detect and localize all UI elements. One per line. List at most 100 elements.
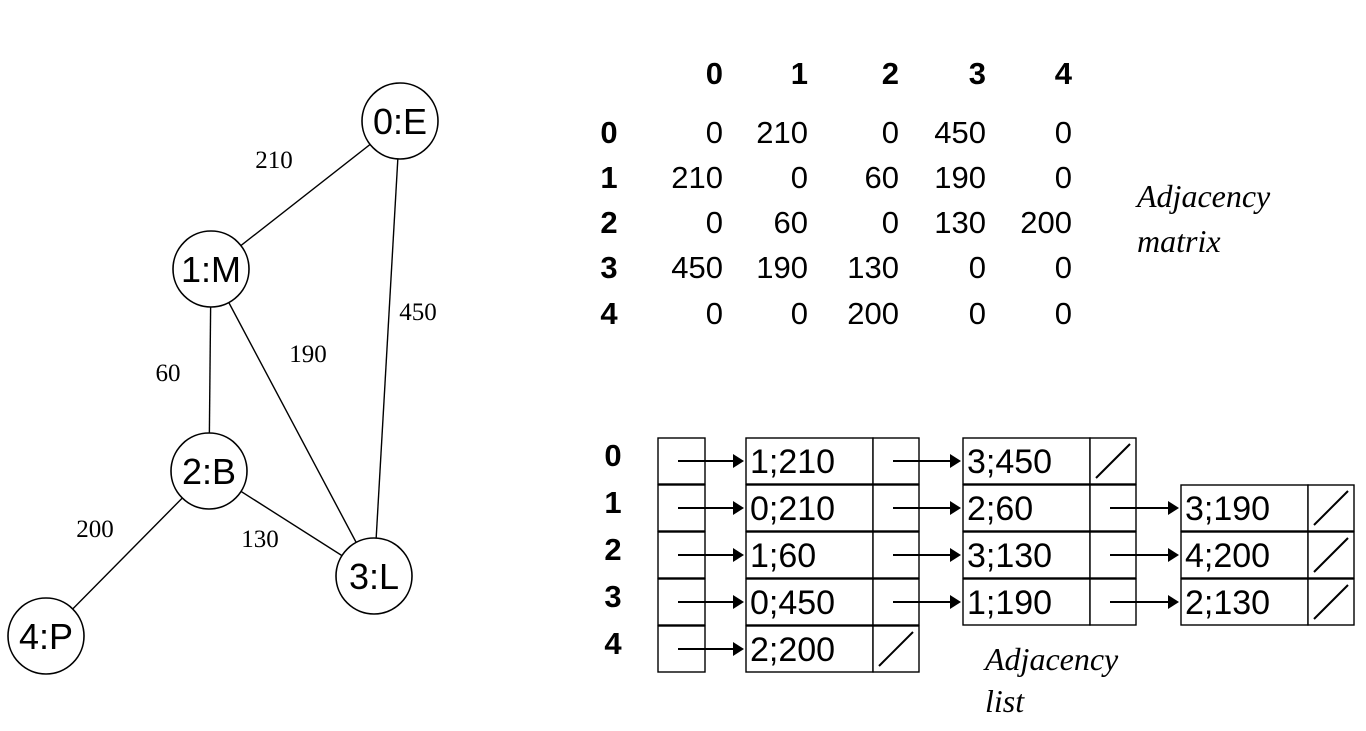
list-node-value-cell [962,531,1091,579]
edge-0-3 [373,120,401,577]
list-node-value: 4;200 [1185,537,1270,575]
list-node-value: 1;210 [750,443,835,481]
edge-1-3 [210,268,375,577]
list-node-value: 2;200 [750,631,835,669]
matrix-cell: 0 [791,160,808,195]
matrix-cell: 210 [671,160,723,195]
null-pointer-icon [1313,584,1349,620]
null-pointer-icon [1095,443,1131,479]
graph-node-1 [172,230,250,308]
matrix-row-header: 1 [600,160,617,195]
weighted-graph: 210 450 60 190 130 200 0:E 1:M 2:B 3:L 4:P [7,82,439,675]
list-row-label: 3 [604,579,621,614]
list-node-value: 2;130 [1185,584,1270,622]
edge-weight-2-3: 130 [241,526,279,553]
list-node-value-cell [962,578,1091,626]
list-node-value-cell [745,437,874,485]
arrow-head-icon [733,595,744,609]
edge-weight-2-4: 200 [76,516,114,543]
list-node-value: 1;60 [750,537,816,575]
matrix-cell: 0 [706,115,723,150]
edge-0-1 [210,120,401,270]
list-caption-line2: list [985,683,1025,719]
matrix-cell: 60 [865,160,899,195]
matrix-col-header: 3 [969,56,986,91]
list-node-value: 0;450 [750,584,835,622]
adjacency-matrix: 0 1 2 3 4 0 1 2 3 4 0 210 0 450 0 210 0 60 190 0 0 60 0 130 200 4… [600,56,1072,331]
edge-weight-1-3: 190 [289,341,327,368]
matrix-cell: 130 [847,250,899,285]
matrix-cell: 60 [774,205,808,240]
matrix-col-header: 1 [791,56,808,91]
list-caption-line1: Adjacency [983,641,1119,677]
list-node-value-cell [962,484,1091,532]
matrix-caption-line1: Adjacency [1135,178,1271,214]
null-pointer-icon [1313,537,1349,573]
matrix-col-header: 4 [1055,56,1073,91]
matrix-row-header: 3 [600,250,617,285]
list-node-value: 3;190 [1185,490,1270,528]
graph-node-2 [170,432,248,510]
graph-node-3 [335,537,413,615]
null-pointer-icon [878,631,914,667]
list-row-label: 2 [604,532,621,567]
list-node-value: 3;450 [967,443,1052,481]
matrix-cell: 130 [934,205,986,240]
list-node-value-cell [962,437,1091,485]
matrix-cell: 0 [969,296,986,331]
arrow-head-icon [733,501,744,515]
arrow-head-icon [733,548,744,562]
list-node-value: 2;60 [967,490,1033,528]
list-node-value-cell [1180,578,1309,626]
arrow-head-icon [950,501,961,515]
matrix-cell: 0 [1055,296,1072,331]
arrow-head-icon [733,454,744,468]
arrow-head-icon [950,548,961,562]
edge-weight-0-3: 450 [399,299,437,326]
matrix-cell: 200 [847,296,899,331]
arrow-head-icon [950,454,961,468]
list-row-label: 4 [604,626,622,661]
matrix-row-header: 0 [600,115,617,150]
list-node-value-cell [745,625,874,673]
list-node-value: 1;190 [967,584,1052,622]
graph-node-0 [361,82,439,160]
arrow-head-icon [1168,595,1179,609]
arrow-head-icon [950,595,961,609]
arrow-head-icon [1168,501,1179,515]
matrix-cell: 200 [1020,205,1072,240]
matrix-cell: 450 [934,115,986,150]
list-node-value-cell [745,484,874,532]
matrix-cell: 0 [1055,115,1072,150]
matrix-cell: 0 [1055,160,1072,195]
matrix-col-header: 2 [882,56,899,91]
list-node-value: 0;210 [750,490,835,528]
matrix-row-header: 4 [600,296,618,331]
graph-node-4 [7,597,85,675]
graph-node-label-2: 2:B [182,451,236,492]
matrix-col-header: 0 [706,56,723,91]
matrix-caption-line2: matrix [1137,223,1221,259]
matrix-cell: 0 [882,115,899,150]
graph-node-label-0: 0:E [373,101,427,142]
list-node-value: 3;130 [967,537,1052,575]
matrix-cell: 0 [969,250,986,285]
matrix-row-header: 2 [600,205,617,240]
matrix-cell: 0 [706,205,723,240]
edge-weight-1-2: 60 [156,360,181,387]
null-pointer-icon [1313,490,1349,526]
matrix-cell: 0 [882,205,899,240]
list-node-value-cell [1180,531,1309,579]
list-row-label: 0 [604,438,621,473]
matrix-cell: 190 [934,160,986,195]
matrix-cell: 0 [791,296,808,331]
list-node-value-cell [745,578,874,626]
list-row-label: 1 [604,485,621,520]
matrix-cell: 190 [756,250,808,285]
adjacency-list: 0 1 2 3 4 1;210 3;450 0;210 2;60 3;190 1;60 3;130 4;… [604,437,1355,673]
graph-node-label-4: 4:P [19,616,73,657]
arrow-head-icon [733,642,744,656]
matrix-cell: 450 [671,250,723,285]
matrix-cell: 0 [706,296,723,331]
